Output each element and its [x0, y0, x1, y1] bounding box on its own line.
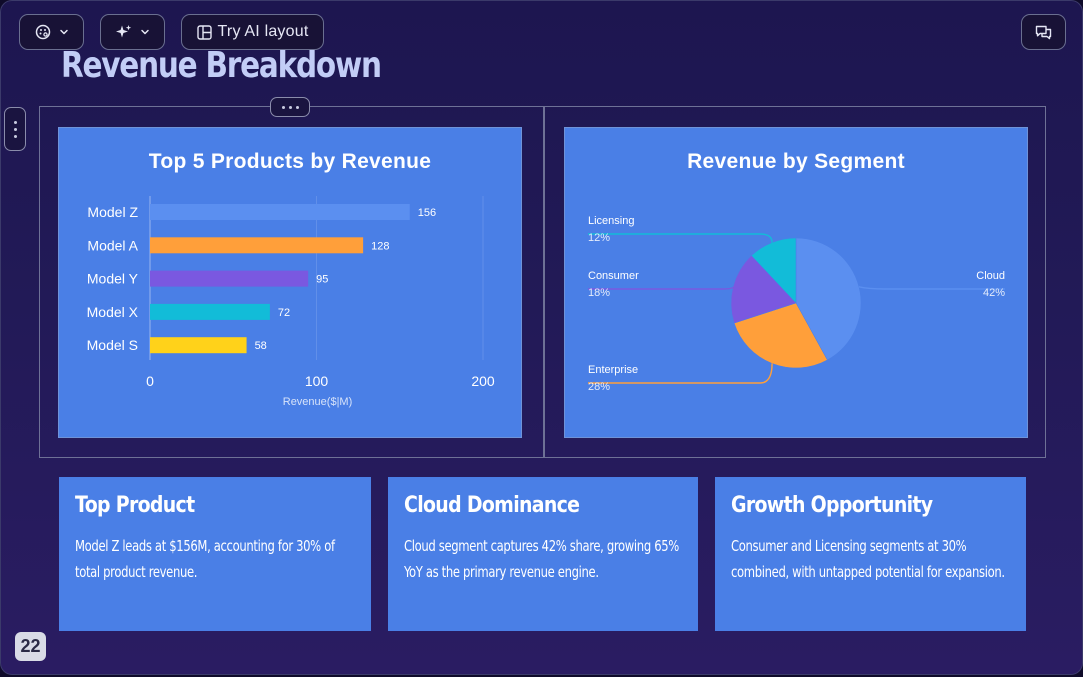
magic-button[interactable] — [100, 14, 165, 50]
category-label: Model Z — [87, 204, 138, 220]
chart-group-container[interactable] — [39, 106, 1046, 458]
x-tick-label: 200 — [471, 373, 495, 389]
sparkles-icon — [115, 24, 132, 40]
slice-name-label: Cloud — [976, 270, 1005, 282]
block-handle[interactable] — [4, 107, 26, 151]
chevron-down-icon — [140, 27, 150, 37]
slice-percent-label: 18% — [588, 287, 610, 299]
insight-card-top-product[interactable]: Top Product Model Z leads at $156M, acco… — [59, 477, 371, 631]
slice-percent-label: 28% — [588, 381, 610, 393]
x-tick-label: 100 — [305, 373, 329, 389]
bar-chart-card[interactable]: Top 5 Products by Revenue 0 100 200 Model Z… — [58, 127, 522, 438]
theme-button[interactable] — [19, 14, 84, 50]
container-divider — [543, 106, 545, 458]
category-label: Model A — [87, 237, 138, 253]
category-label: Model X — [87, 304, 139, 320]
pie-chart-card[interactable]: Revenue by Segment Cloud 42% Enterprise 28%… — [564, 127, 1028, 438]
insight-title: Growth Opportunity — [731, 493, 933, 518]
slice-name-label: Enterprise — [588, 364, 638, 376]
insight-body: Cloud segment captures 42% share, growin… — [404, 537, 679, 581]
palette-icon — [35, 24, 51, 40]
slice-name-label: Consumer — [588, 270, 639, 282]
bar — [150, 303, 270, 320]
bar-chart: 0 100 200 Model Z 156 Model A 128 Model Y 95 Mode… — [87, 196, 495, 408]
leader-line — [588, 363, 773, 384]
x-axis-label: Revenue($|M) — [283, 396, 353, 408]
slice-percent-label: 42% — [983, 287, 1005, 299]
insight-card-cloud-dominance[interactable]: Cloud Dominance Cloud segment captures 4… — [388, 477, 698, 631]
bar — [150, 270, 309, 287]
page-number[interactable]: 22 — [15, 632, 46, 661]
insight-card-growth-opportunity[interactable]: Growth Opportunity Consumer and Licensin… — [715, 477, 1026, 631]
layout-icon — [196, 24, 212, 40]
bar-chart-title: Top 5 Products by Revenue — [148, 150, 432, 173]
insight-body: Consumer and Licensing segments at 30% c… — [731, 537, 1005, 581]
leader-line — [858, 286, 1005, 290]
page-title[interactable]: Revenue Breakdown — [61, 45, 382, 86]
data-label: 95 — [316, 274, 328, 286]
drag-handle[interactable] — [270, 97, 310, 117]
data-label: 72 — [278, 307, 290, 319]
comments-button[interactable] — [1021, 14, 1066, 50]
bar — [150, 204, 410, 220]
chevron-down-icon — [59, 27, 69, 37]
data-label: 128 — [371, 240, 389, 252]
insight-title: Top Product — [75, 493, 195, 518]
data-label: 58 — [255, 340, 267, 352]
data-label: 156 — [418, 207, 436, 219]
category-label: Model S — [87, 337, 138, 353]
x-tick-label: 0 — [146, 373, 154, 389]
pie-chart-title: Revenue by Segment — [687, 150, 905, 173]
pie-chart: Cloud 42% Enterprise 28% Consumer 18% Licensin… — [588, 215, 1005, 393]
bar — [150, 337, 247, 354]
slice-percent-label: 12% — [588, 232, 610, 244]
insight-body: Model Z leads at $156M, accounting for 3… — [75, 537, 335, 581]
try-ai-layout-button[interactable]: Try AI layout — [181, 14, 324, 50]
slice-name-label: Licensing — [588, 215, 634, 227]
comments-icon — [1035, 25, 1052, 40]
leader-line — [588, 233, 773, 243]
insight-title: Cloud Dominance — [404, 493, 580, 518]
leader-line — [588, 286, 734, 290]
try-ai-layout-label: Try AI layout — [217, 23, 309, 40]
category-label: Model Y — [87, 271, 139, 287]
bar — [150, 237, 364, 254]
